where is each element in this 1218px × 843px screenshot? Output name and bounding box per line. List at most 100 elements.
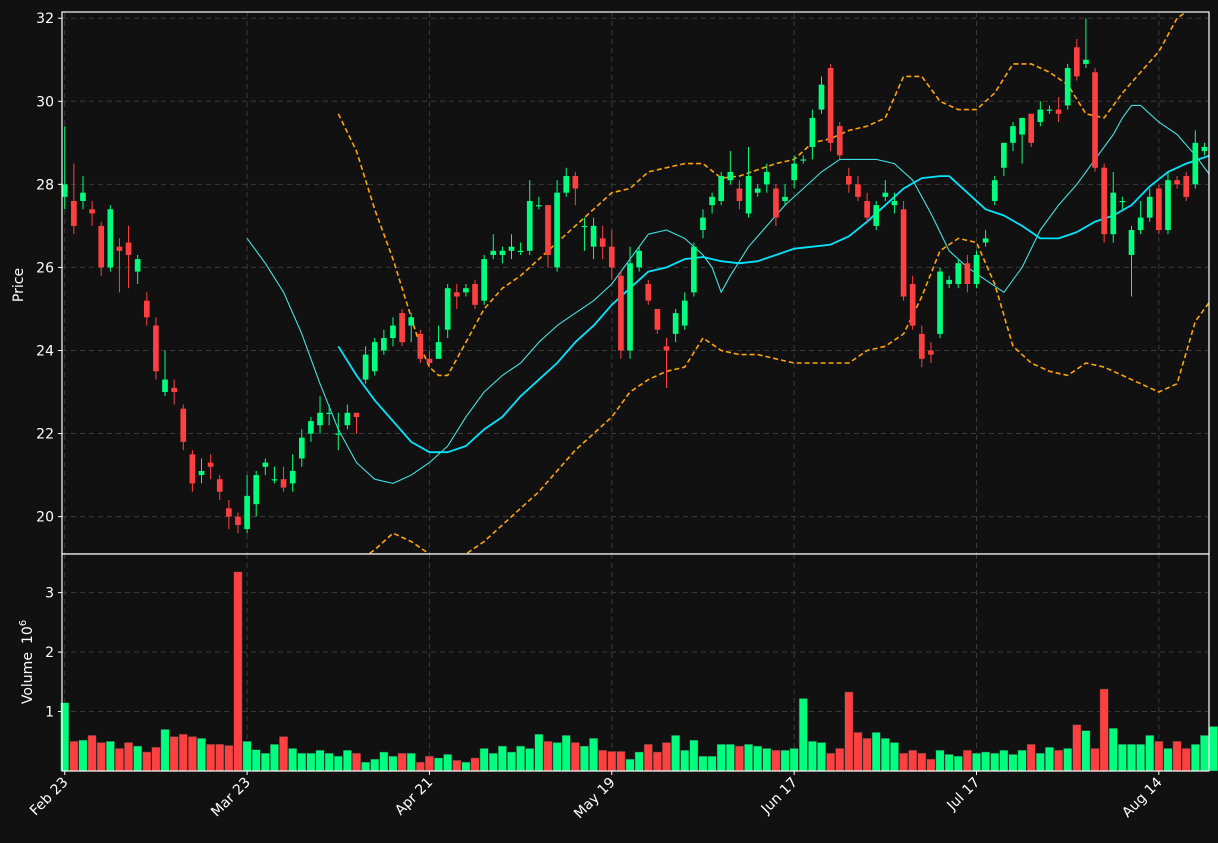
- volume-bar: [780, 749, 790, 772]
- candle-up: [508, 246, 515, 251]
- volume-bar: [124, 742, 134, 772]
- volume-bar: [443, 754, 453, 772]
- volume-bar: [497, 745, 507, 772]
- volume-bar: [151, 746, 161, 772]
- candle-up: [107, 209, 114, 268]
- candle-up: [937, 271, 943, 334]
- candle-down: [900, 209, 907, 297]
- volume-bar: [853, 732, 863, 772]
- volume-bar: [625, 758, 635, 772]
- candle-up: [809, 117, 816, 147]
- volume-bar: [96, 742, 106, 772]
- volume-bar: [452, 760, 462, 772]
- candle-up: [408, 317, 415, 326]
- candle-down: [417, 333, 424, 359]
- candle-down: [909, 284, 916, 326]
- candle-up: [335, 433, 342, 435]
- volume-bar: [707, 755, 717, 772]
- candle-up: [955, 263, 962, 285]
- volume-bar: [926, 758, 936, 772]
- volume-bar: [461, 761, 471, 772]
- volume-bar: [488, 752, 498, 772]
- volume-bar: [552, 742, 562, 772]
- volume-bar: [260, 752, 270, 772]
- volume-bar: [534, 733, 544, 772]
- candle-up: [1137, 217, 1144, 231]
- long-moving-average-line: [337, 154, 1209, 454]
- volume-panel: 1 2 3 Volume 106: [18, 553, 1218, 772]
- volume-bar: [1108, 727, 1118, 772]
- volume-bar: [1026, 743, 1036, 772]
- volume-bar: [944, 754, 954, 772]
- candle-down: [1183, 176, 1190, 197]
- candle-up: [873, 205, 880, 226]
- volume-bar: [561, 735, 571, 772]
- volume-bar: [388, 755, 398, 772]
- volume-bar: [142, 751, 152, 772]
- volume-bar: [1063, 748, 1073, 772]
- volume-bar: [1172, 741, 1182, 772]
- volume-bar: [734, 745, 744, 772]
- candle-up: [991, 180, 998, 201]
- volume-bar: [844, 691, 854, 772]
- candle-up: [763, 171, 770, 185]
- candle-up: [308, 421, 314, 434]
- volume-bar: [543, 741, 553, 772]
- volume-bar: [333, 755, 343, 772]
- candle-down: [608, 246, 615, 268]
- candle-up: [1064, 68, 1071, 106]
- volume-bar: [1163, 748, 1173, 772]
- candle-up: [80, 192, 86, 201]
- volume-bar: [169, 736, 179, 772]
- candle-up: [1019, 117, 1025, 135]
- candle-up: [1037, 109, 1044, 123]
- candle-up: [326, 412, 332, 414]
- candle-down: [226, 508, 232, 517]
- volume-bar: [251, 749, 261, 772]
- candle-up: [800, 159, 807, 161]
- candle-up: [390, 325, 396, 339]
- volume-axis-exponent-power: 6: [18, 620, 29, 626]
- candle-down: [207, 462, 214, 467]
- candle-up: [244, 495, 250, 530]
- candle-up: [691, 246, 697, 293]
- volume-bar: [525, 748, 535, 772]
- candle-down: [599, 238, 606, 247]
- candle-up: [882, 192, 889, 197]
- volume-bar: [762, 748, 772, 772]
- candle-up: [946, 279, 952, 285]
- volume-bar: [1209, 726, 1218, 772]
- price-y-tick-label: 22: [36, 427, 54, 443]
- volume-bar: [753, 745, 763, 772]
- candle-down: [235, 516, 241, 525]
- candle-down: [654, 308, 661, 330]
- volume-bar: [652, 751, 662, 772]
- volume-bar: [643, 743, 653, 772]
- volume-bar: [962, 749, 972, 772]
- candle-down: [153, 325, 159, 372]
- volume-bar: [798, 698, 808, 772]
- volume-bar: [133, 745, 143, 772]
- candle-down: [1028, 113, 1035, 143]
- volume-bar: [671, 735, 681, 772]
- volume-bar: [1117, 743, 1127, 772]
- price-y-tick-label: 26: [36, 260, 54, 276]
- volume-bar: [771, 749, 781, 772]
- volume-bar: [361, 761, 371, 772]
- volume-bar: [1154, 741, 1164, 772]
- candle-up: [298, 437, 305, 459]
- candle-up: [563, 176, 570, 193]
- volume-bar: [579, 745, 589, 772]
- candle-up: [536, 205, 542, 207]
- short-moving-average-layer: [246, 104, 1209, 484]
- candle-up: [791, 163, 797, 181]
- volume-bar: [324, 752, 334, 772]
- volume-bar: [1044, 746, 1054, 772]
- volume-panel-background: [62, 554, 1209, 771]
- volume-bar: [1072, 724, 1082, 772]
- candle-down: [125, 242, 132, 255]
- volume-bar: [78, 739, 88, 772]
- candle-up: [463, 288, 469, 293]
- candle-up: [134, 259, 141, 272]
- candle-up: [262, 462, 269, 467]
